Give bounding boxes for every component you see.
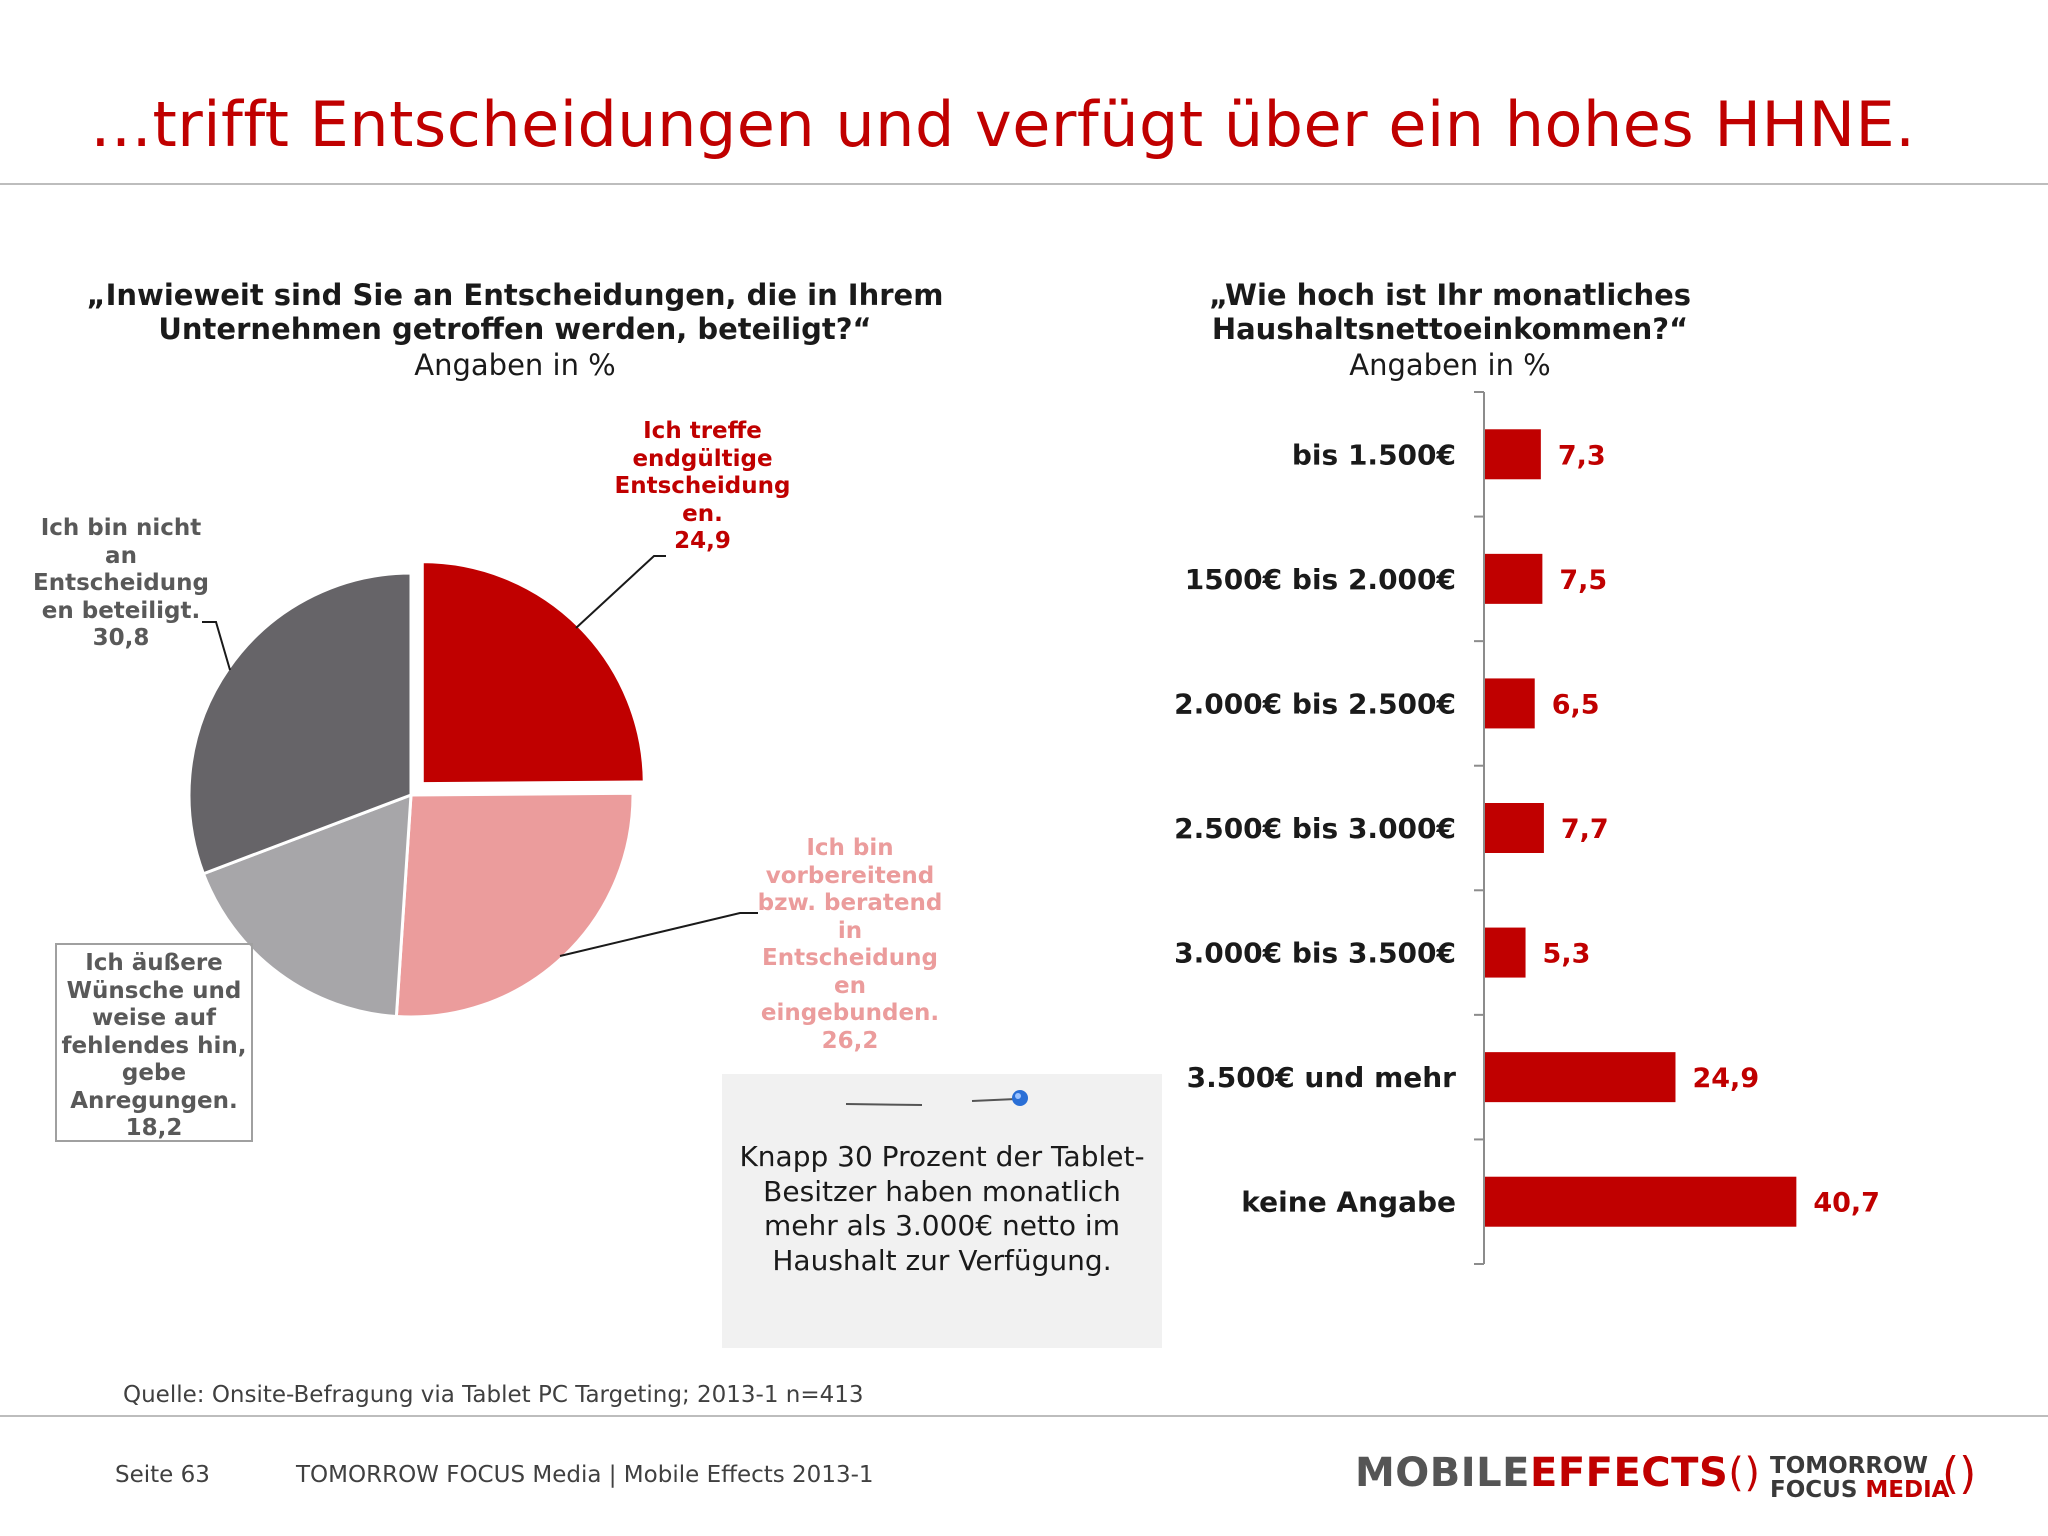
logo-media-text: MEDIA bbox=[1865, 1477, 1950, 1503]
pie-label-line: Ich bin bbox=[806, 835, 894, 861]
pie-label-line: bzw. beratend bbox=[757, 890, 943, 916]
pin-icon bbox=[845, 1090, 1028, 1106]
bar-4 bbox=[1485, 927, 1526, 978]
pie-label-line: eingebunden. bbox=[760, 1000, 940, 1026]
pie-label-line: weise auf bbox=[92, 1005, 216, 1031]
leader-line-none bbox=[202, 621, 231, 671]
pie-label-final-decisions: Ich treffe endgültige Entscheidung en. 24,9 bbox=[600, 418, 805, 556]
leader-line-advisory bbox=[559, 912, 758, 957]
bar-6 bbox=[1485, 1176, 1797, 1227]
pie-label-line: vorbereitend bbox=[765, 862, 935, 889]
page-number: Seite 63 bbox=[115, 1462, 210, 1488]
bar-value-label: 24,9 bbox=[1692, 1063, 1759, 1094]
pie-slice-2 bbox=[201, 792, 413, 1019]
pie-label-line: an bbox=[105, 542, 137, 569]
note-text: Knapp 30 Prozent der Tablet-Besitzer hab… bbox=[739, 1140, 1145, 1277]
bar-value-label: 40,7 bbox=[1813, 1188, 1880, 1219]
pie-subtitle: Angaben in % bbox=[414, 348, 616, 382]
bar-category-label: 1500€ bis 2.000€ bbox=[1185, 563, 1456, 596]
pie-label-line: Ich äußere bbox=[85, 950, 223, 976]
pie-label-line: gebe bbox=[121, 1060, 187, 1086]
pie-label-line: Ich treffe bbox=[643, 418, 762, 444]
bar-subtitle: Angaben in % bbox=[1349, 348, 1551, 382]
pie-label-line: Entscheidung bbox=[614, 473, 791, 499]
pie-question: „Inwieweit sind Sie an Entscheidungen, d… bbox=[86, 278, 944, 346]
logo-tomorrow-text: TOMORROW bbox=[1770, 1453, 1929, 1479]
bar-0 bbox=[1485, 429, 1541, 480]
footer-divider bbox=[0, 1415, 2048, 1417]
pie-label-line: Ich bin nicht bbox=[40, 515, 202, 541]
pie-label-line: Entscheidung bbox=[33, 570, 209, 596]
tomorrow-focus-logo: TOMORROW FOCUS MEDIA bbox=[1770, 1454, 1949, 1502]
bar-value-label: 5,3 bbox=[1543, 939, 1591, 970]
bar-category-label: bis 1.500€ bbox=[1292, 438, 1456, 471]
bar-5 bbox=[1485, 1052, 1676, 1103]
pie-label-line: Anregungen. bbox=[70, 1087, 238, 1114]
logo-brackets-icon: () bbox=[1942, 1448, 1977, 1499]
pie-label-line: en bbox=[834, 972, 866, 999]
logo-brackets-icon: () bbox=[1728, 1450, 1761, 1496]
bar-category-label: 3.000€ bis 3.500€ bbox=[1174, 937, 1456, 970]
logo-mobile-text: MOBILE bbox=[1355, 1450, 1530, 1496]
pie-slice-1 bbox=[394, 791, 635, 1019]
leader-line-final bbox=[575, 555, 666, 629]
logo-focus-text: FOCUS bbox=[1770, 1477, 1866, 1503]
footer-company: TOMORROW FOCUS Media | Mobile Effects 20… bbox=[296, 1462, 874, 1488]
pie-label-not-involved: Ich bin nicht an Entscheidung en beteiligt.… bbox=[22, 515, 220, 653]
pie-label-line: Wünsche und bbox=[66, 977, 242, 1004]
title-divider bbox=[0, 183, 2048, 185]
pie-label-line: fehlendes hin, bbox=[61, 1032, 247, 1059]
note-box bbox=[722, 1074, 1162, 1348]
bar-category-label: 3.500€ und mehr bbox=[1187, 1061, 1457, 1094]
pie-label-line: 24,9 bbox=[674, 528, 731, 554]
pie-label-line: 18,2 bbox=[125, 1115, 183, 1141]
bar-3 bbox=[1485, 803, 1544, 853]
bar-2 bbox=[1485, 678, 1535, 729]
pie-label-advisory: Ich bin vorbereitend bzw. beratend in Entsch… bbox=[745, 835, 955, 1055]
pie-label-line: en. bbox=[682, 500, 723, 527]
mobile-effects-logo: MOBILEEFFECTS() bbox=[1355, 1450, 1760, 1496]
pie-label-line: Entscheidung bbox=[762, 945, 938, 971]
bar-value-label: 7,7 bbox=[1561, 814, 1609, 845]
pie-label-line: en beteiligt. bbox=[41, 597, 201, 624]
pie-label-suggestions: Ich äußere Wünsche und weise auf fehlendes … bbox=[55, 943, 253, 1142]
pie-label-line: 30,8 bbox=[92, 625, 150, 651]
pie-label-line: 26,2 bbox=[821, 1027, 879, 1054]
bar-value-label: 7,3 bbox=[1558, 440, 1606, 471]
bar-value-label: 7,5 bbox=[1559, 565, 1607, 596]
bar-category-label: keine Angabe bbox=[1241, 1186, 1456, 1219]
pie-slice-3 bbox=[187, 571, 413, 876]
bar-category-label: 2.500€ bis 3.000€ bbox=[1174, 812, 1456, 845]
source-note: Quelle: Onsite-Befragung via Tablet PC T… bbox=[123, 1382, 864, 1408]
bar-category-label: 2.000€ bis 2.500€ bbox=[1174, 687, 1456, 720]
bar-question: „Wie hoch ist Ihr monatliches Haushaltsn… bbox=[1208, 278, 1692, 346]
bar-value-label: 6,5 bbox=[1552, 689, 1600, 720]
page-title: …trifft Entscheidungen und verfügt über … bbox=[90, 88, 1916, 161]
pie-label-line: endgültige bbox=[632, 445, 773, 472]
logo-effects-text: EFFECTS bbox=[1530, 1450, 1729, 1496]
pie-label-line: in bbox=[837, 917, 863, 944]
bar-1 bbox=[1485, 553, 1543, 604]
